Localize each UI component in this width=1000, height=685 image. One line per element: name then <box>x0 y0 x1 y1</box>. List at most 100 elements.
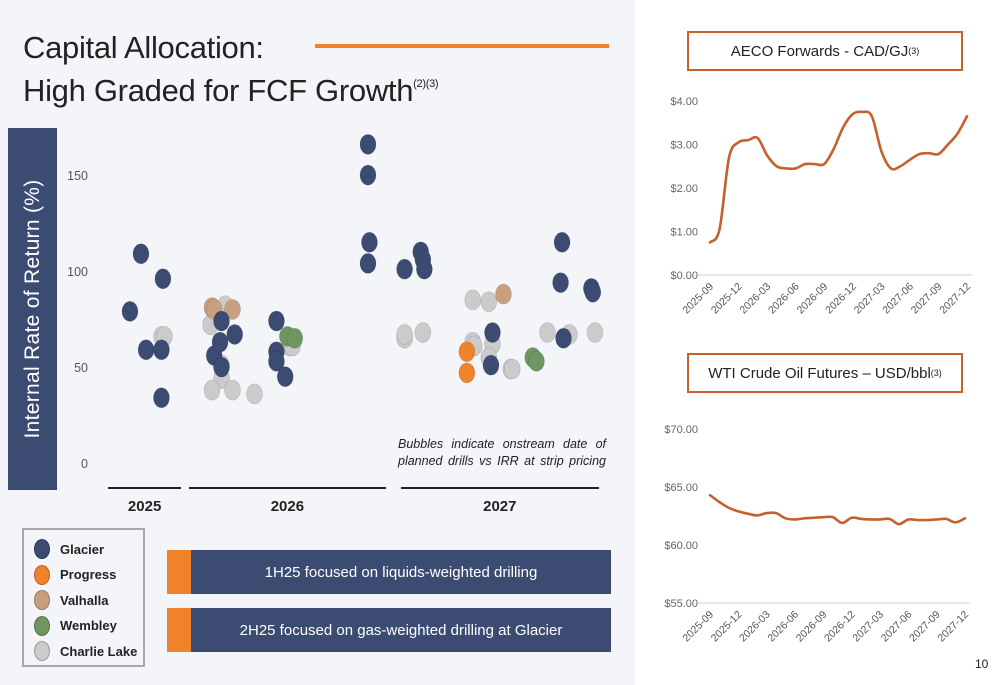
bubble-point <box>584 281 602 303</box>
aeco-title-footnote: (3) <box>908 46 920 56</box>
legend-swatch <box>34 641 50 661</box>
aeco-y-tick-label: $3.00 <box>670 140 698 152</box>
bubble-point <box>480 291 498 313</box>
right-panel: AECO Forwards - CAD/GJ (3) $0.00 $1.00 $2.0… <box>635 0 1000 685</box>
bubble-point <box>224 299 241 320</box>
bubble-point <box>137 339 155 361</box>
bubble-point <box>121 300 139 322</box>
bubble-point <box>224 379 241 401</box>
bubble-point <box>268 310 285 332</box>
legend-swatch <box>34 539 50 559</box>
wti-title-footnote: (3) <box>930 368 942 378</box>
legend-label: Valhalla <box>60 592 109 608</box>
title-accent-rule <box>315 44 609 48</box>
year-group-label: 2027 <box>483 498 517 515</box>
bubble-point <box>359 252 377 274</box>
banner-1h25: 1H25 focused on liquids-weighted drillin… <box>167 550 611 594</box>
legend: Glacier Progress Valhalla Wembley Charlie La… <box>22 528 145 667</box>
chart-annotation: Bubbles indicate onstream date of planne… <box>398 437 606 468</box>
title-footnote: (2)(3) <box>413 78 439 90</box>
legend-swatch <box>34 615 50 636</box>
aeco-series-line <box>708 110 969 244</box>
banner-accent <box>167 608 191 652</box>
wti-x-tick-label: 2027-12 <box>935 609 971 645</box>
banner-text: 1H25 focused on liquids-weighted drillin… <box>264 563 538 581</box>
wti-y-tick-label: $60.00 <box>664 540 698 552</box>
bubble-point <box>361 231 378 253</box>
year-group-label: 2025 <box>127 498 162 515</box>
bubble-point <box>415 258 433 280</box>
bubble-point <box>495 283 512 305</box>
wti-chart-title: WTI Crude Oil Futures – USD/bbl (3) <box>687 353 963 393</box>
bubble-point <box>286 327 304 349</box>
wti-title-text: WTI Crude Oil Futures – USD/bbl <box>708 364 931 382</box>
wti-line-chart: $55.00$60.00$65.00$70.002025-092025-1220… <box>664 424 971 645</box>
bubble-point <box>153 387 170 409</box>
bubble-point <box>132 243 150 265</box>
bubble-point <box>503 358 521 380</box>
title-line-2: High Graded for FCF Growth(2)(3) <box>23 66 439 109</box>
bubble-point <box>213 310 230 332</box>
bubble-point <box>213 356 230 378</box>
bubble-point <box>396 324 414 345</box>
series-valhalla <box>203 283 512 320</box>
series-wembley <box>279 325 545 372</box>
legend-item-glacier: Glacier <box>34 538 104 560</box>
aeco-y-tick-label: $1.00 <box>670 227 698 239</box>
aeco-line-chart: $0.00$1.00$2.00$3.00$4.002025-092025-122… <box>670 96 973 316</box>
legend-item-valhalla: Valhalla <box>34 589 108 611</box>
legend-swatch <box>34 590 50 610</box>
legend-label: Glacier <box>60 541 105 557</box>
bubble-point <box>211 331 229 353</box>
y-tick-label: 0 <box>81 457 88 471</box>
legend-label: Wembley <box>60 618 117 633</box>
bubble-point <box>226 324 244 345</box>
year-group-line <box>400 487 599 489</box>
bubble-point <box>458 341 476 363</box>
bubble-point <box>555 327 572 349</box>
bubble-point <box>552 272 569 294</box>
title-line-1: Capital Allocation: <box>23 30 264 65</box>
title-line-2-text: High Graded for FCF Growth <box>23 73 414 108</box>
year-group-label: 2026 <box>270 498 305 515</box>
bubble-point <box>154 268 172 290</box>
bubble-point <box>482 354 500 376</box>
bubble-point <box>359 133 377 155</box>
bubble-point <box>276 366 294 388</box>
banner-2h25: 2H25 focused on gas-weighted drilling at… <box>167 608 611 652</box>
legend-item-wembley: Wembley <box>34 615 117 637</box>
page-number: 10 <box>975 657 989 671</box>
y-tick-label: 100 <box>67 265 88 279</box>
bubble-point <box>484 322 501 343</box>
bubble-point <box>586 322 604 343</box>
bubble-point <box>396 258 414 280</box>
aeco-chart-title: AECO Forwards - CAD/GJ (3) <box>687 31 963 71</box>
aeco-y-tick-label: $4.00 <box>670 96 698 108</box>
wti-y-tick-label: $70.00 <box>664 424 698 436</box>
wti-series-line <box>708 493 967 526</box>
legend-item-progress: Progress <box>34 564 116 586</box>
aeco-y-tick-label: $0.00 <box>670 270 698 282</box>
aeco-y-tick-label: $2.00 <box>670 183 698 195</box>
banner-text: 2H25 focused on gas-weighted drilling at… <box>239 621 563 639</box>
bubble-point <box>553 231 571 253</box>
bubble-point <box>203 379 221 401</box>
year-group-line <box>108 487 182 489</box>
year-group-line <box>188 487 387 489</box>
y-tick-label: 50 <box>74 361 88 375</box>
bubble-point <box>268 350 285 372</box>
bubble-point <box>539 322 556 343</box>
slide-title: Capital Allocation: High Graded for FCF … <box>23 30 439 109</box>
bubble-point <box>458 362 476 384</box>
legend-label: Charlie Lake <box>60 643 138 659</box>
y-tick-label: 150 <box>67 169 88 183</box>
banner-accent <box>167 550 191 594</box>
series-progress <box>458 341 476 384</box>
bubble-point <box>464 289 482 311</box>
irr-scatter-plot <box>121 133 604 409</box>
bubble-point <box>528 350 545 372</box>
bubble-point <box>153 339 170 361</box>
legend-swatch <box>34 564 50 585</box>
legend-label: Progress <box>60 567 117 582</box>
left-panel: Capital Allocation: High Graded for FCF … <box>0 0 635 685</box>
